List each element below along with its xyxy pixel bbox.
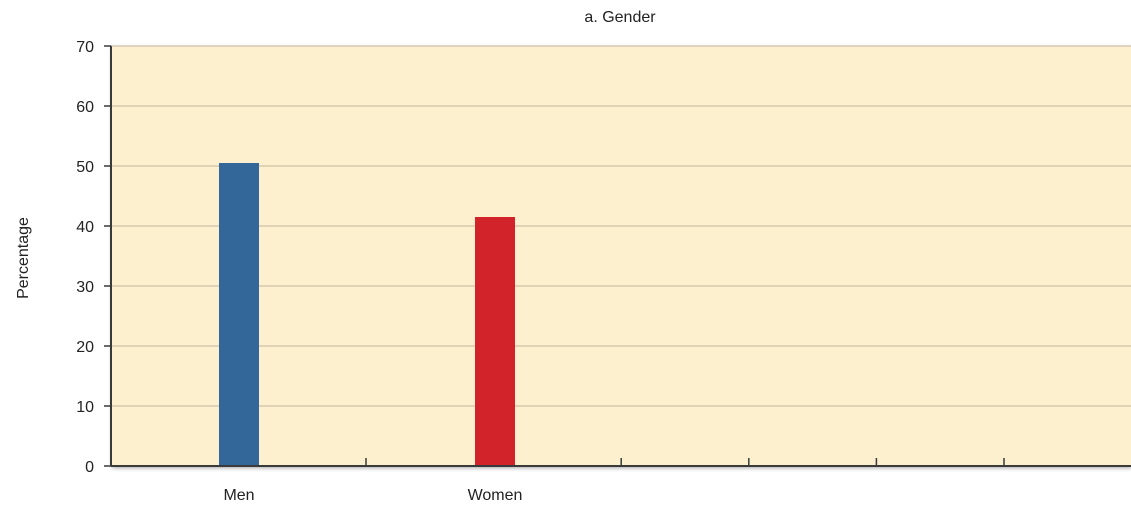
- x-tick-label: Men: [223, 487, 254, 504]
- y-axis-ticks: 0 10 20 30 40 50 60 70: [76, 39, 111, 476]
- y-tick-label: 50: [76, 159, 94, 176]
- y-tick-label: 10: [76, 399, 94, 416]
- y-tick-label: 0: [85, 459, 94, 476]
- x-tick-label: Women: [468, 487, 523, 504]
- bars: [219, 163, 515, 466]
- y-tick-label: 20: [76, 339, 94, 356]
- x-axis-labels: Men Women: [223, 487, 522, 504]
- y-tick-label: 60: [76, 99, 94, 116]
- gridlines: [111, 45, 1131, 407]
- plot-area: [111, 46, 1131, 466]
- y-tick-label: 30: [76, 279, 94, 296]
- y-tick-label: 70: [76, 39, 94, 56]
- bar-men: [219, 163, 259, 466]
- bar-women: [475, 217, 515, 466]
- y-tick-label: 40: [76, 219, 94, 236]
- chart-title: a. Gender: [584, 9, 656, 26]
- y-axis-label: Percentage: [15, 217, 32, 299]
